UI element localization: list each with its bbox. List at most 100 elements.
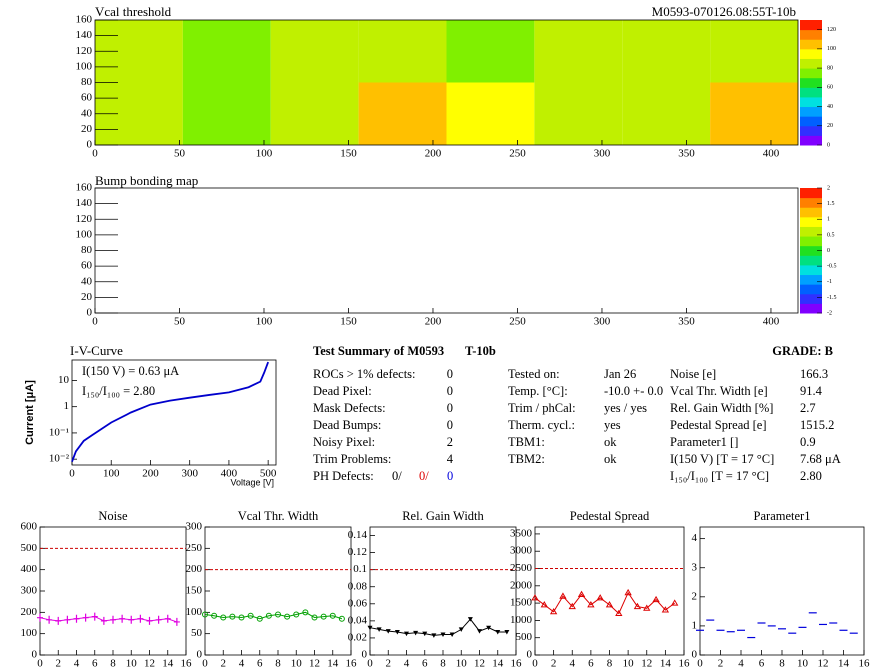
marker [440,632,446,638]
x-tick-label: 500 [260,468,277,480]
y-tick-label: 500 [21,542,38,554]
marker [202,611,208,618]
y-tick-label: 120 [76,45,93,57]
marker [37,613,43,622]
y-tick-label: 400 [21,563,38,575]
x-tick-label: 14 [327,658,339,670]
y-tick-label: 0.08 [348,580,368,592]
y-tick-label: 0.06 [348,597,368,609]
x-tick-label: 0 [532,658,538,670]
colorbar-tick-label: 1.5 [827,201,835,207]
colorbar-tick-label: 100 [827,46,836,52]
x-tick-label: 200 [142,468,159,480]
marker [91,612,98,621]
marker [238,614,245,621]
summary-value: 2.80 [800,469,822,483]
y-tick-label: 250 [186,542,203,554]
iv-curve [71,361,269,463]
summary-label: PH Defects: [313,469,374,483]
marker [504,629,510,635]
chart-title: Vcal Thr. Width [238,509,319,523]
marker [128,615,135,624]
y-tick-label: 140 [76,29,93,41]
summary-value: Jan 26 [604,367,636,381]
x-tick-label: 6 [422,658,428,670]
y-axis-label: Current [μA] [24,380,36,445]
summary-label: Trim / phCal: [508,401,576,415]
summary-value: 0 [447,418,453,432]
summary-value: 0 [447,469,453,483]
marker [265,612,272,619]
summary-value: 91.4 [800,384,823,398]
summary-value: ok [604,435,617,449]
y-tick-label: 100 [76,228,93,240]
summary-label: Therm. cycl.: [508,418,575,432]
chart-title: Bump bonding map [95,173,198,188]
marker [173,617,180,626]
summary-label: Vcal Thr. Width [e] [670,384,768,398]
marker [671,599,679,606]
x-tick-label: 16 [679,658,691,670]
x-tick-label: 10 [456,658,468,670]
y-tick-label: 1 [64,400,70,412]
colorbar-swatch [800,274,822,285]
y-tick-label: 50 [191,627,203,639]
x-tick-label: 12 [309,658,320,670]
x-tick-label: 400 [763,316,780,328]
colorbar-swatch [800,58,822,69]
summary-value: 0 [447,401,453,415]
summary-label: Dead Bumps: [313,418,381,432]
marker [311,614,318,621]
heatmap-cell [182,82,271,145]
grade: GRADE: B [772,344,833,358]
y-tick-label: 4 [692,532,698,544]
y-tick-label: 1000 [510,614,533,626]
heatmap-cell [270,20,359,83]
marker [229,613,236,620]
summary-value: 0 [447,384,453,398]
colorbar-tick-label: 0.5 [827,232,835,238]
x-tick-label: 8 [110,658,116,670]
heatmap-cell [534,20,623,83]
colorbar-tick-label: 60 [827,85,833,91]
colorbar-swatch [800,207,822,218]
plot-frame [39,526,187,656]
x-tick-label: 0 [37,658,43,670]
marker [155,615,162,624]
marker [477,629,482,634]
x-tick-label: 400 [221,468,238,480]
heatmap-cell [446,82,535,145]
x-tick-label: 8 [440,658,446,670]
chart-title: I-V-Curve [70,343,123,358]
marker [661,606,670,613]
colorbar-swatch [800,116,822,127]
summary-label: Noisy Pixel: [313,435,375,449]
colorbar-swatch [800,303,822,314]
y-tick-label: 0 [32,649,38,661]
marker [531,594,539,601]
heatmap-cell [270,82,359,145]
colorbar-swatch [800,29,822,40]
y-tick-label: 20 [81,291,93,303]
x-tick-label: 16 [346,658,358,670]
colorbar-swatch [800,255,822,266]
x-tick-label: 4 [570,658,576,670]
y-tick-label: 0.1 [353,563,367,575]
marker [247,612,254,619]
colorbar-swatch [800,106,822,117]
summary-value: 4 [447,452,454,466]
summary-label: Temp. [°C]: [508,384,568,398]
marker [55,616,62,625]
x-tick-label: 0 [202,658,208,670]
y-tick-label: 140 [76,197,93,209]
x-tick-label: 6 [92,658,98,670]
marker [256,615,263,622]
x-tick-label: 14 [838,658,850,670]
colorbar-swatch [800,226,822,237]
y-tick-label: 500 [516,631,533,643]
x-tick-label: 200 [425,148,442,160]
y-tick-label: 0.02 [348,631,367,643]
colorbar-tick-label: -2 [827,310,832,316]
marker [320,613,327,620]
colorbar-swatch [800,77,822,88]
